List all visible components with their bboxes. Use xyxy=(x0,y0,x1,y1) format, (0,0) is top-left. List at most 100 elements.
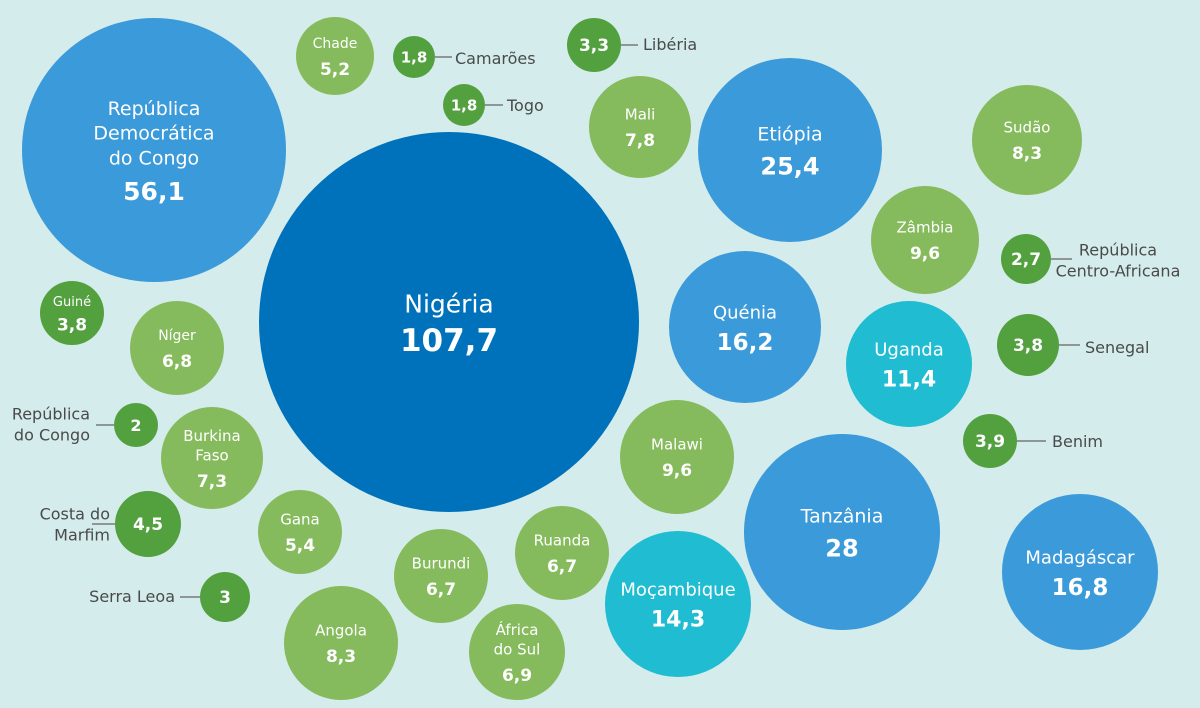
bubble-madagascar-value: 16,8 xyxy=(1052,575,1109,601)
bubble-republica-centro-africana-circle xyxy=(1001,234,1051,284)
bubble-zambia: ZâmbiaZâmbia9,6 xyxy=(871,186,979,294)
bubble-nigeria-value: 107,7 xyxy=(400,323,498,359)
bubble-togo-circle xyxy=(443,84,485,126)
bubble-burkina-faso: Burkina FasoBurkinaFaso7,3 xyxy=(161,407,263,509)
bubble-sudao-circle xyxy=(972,85,1082,195)
bubble-ruanda: RuandaRuanda6,7 xyxy=(515,506,609,600)
bubble-niger-value: 6,8 xyxy=(162,352,192,372)
bubble-chade-circle xyxy=(296,17,374,95)
bubble-republica-democratica-do-congo: República Democrática do CongoRepúblicaD… xyxy=(22,18,286,282)
bubble-tanzania: TanzâniaTanzânia28 xyxy=(744,434,940,630)
bubble-guine-value: 3,8 xyxy=(57,315,87,335)
bubble-chade-value: 5,2 xyxy=(320,60,350,80)
bubble-niger: NígerNíger6,8 xyxy=(130,301,224,395)
bubble-angola-label-lines: Angola xyxy=(315,622,367,640)
bubble-liberia-circle xyxy=(567,18,621,72)
bubble-uganda-label-lines: Uganda xyxy=(874,339,944,360)
bubble-camaroes-outside-label: Camarões xyxy=(455,49,536,68)
bubble-uganda: UgandaUganda11,4 xyxy=(846,301,972,427)
bubble-tanzania-label-lines: Tanzânia xyxy=(800,506,884,528)
bubble-liberia-outside-label: Libéria xyxy=(643,35,697,54)
bubble-nigeria-circle xyxy=(259,132,639,512)
bubble-costa-do-marfim-outside-label: Costa do Marfim xyxy=(40,505,110,545)
bubble-republica-do-congo-outside-label: República do Congo xyxy=(12,405,90,445)
bubble-chade-label-lines: Chade xyxy=(313,36,358,52)
bubble-madagascar-circle xyxy=(1002,494,1158,650)
bubble-quenia-value: 16,2 xyxy=(717,330,774,356)
bubble-burundi: BurundiBurundi6,7 xyxy=(394,529,488,623)
bubble-guine: GuinéGuiné3,8 xyxy=(40,281,104,345)
bubble-mocambique: MoçambiqueMoçambique14,3 xyxy=(605,531,751,677)
bubble-mali-label-lines: Mali xyxy=(625,106,655,124)
bubble-sudao: SudãoSudão8,3 xyxy=(972,85,1082,195)
bubble-africa-do-sul-circle xyxy=(469,604,565,700)
bubble-mocambique-value: 14,3 xyxy=(651,608,705,633)
bubble-etiopia-circle xyxy=(698,58,882,242)
bubble-republica-democratica-do-congo-label-lines: República Democrática do Congo xyxy=(93,98,214,169)
bubble-mali: MaliMali7,8 xyxy=(589,76,691,178)
bubble-madagascar-label-lines: Madagáscar xyxy=(1025,547,1135,568)
bubble-tanzania-value: 28 xyxy=(825,534,858,562)
bubble-benim-value: 3,9 xyxy=(975,432,1005,452)
bubble-camaroes-circle xyxy=(393,36,435,78)
bubble-costa-do-marfim-value: 4,5 xyxy=(133,515,163,535)
bubble-serra-leoa-value: 3 xyxy=(219,588,231,608)
bubble-liberia-value: 3,3 xyxy=(579,36,609,56)
bubble-burkina-faso-value: 7,3 xyxy=(197,472,227,492)
bubble-camaroes: 1,8CamarõesCamarões xyxy=(393,36,536,78)
bubble-benim-outside-label: Benim xyxy=(1052,432,1103,451)
bubble-togo-value: 1,8 xyxy=(451,96,478,114)
bubble-guine-label-lines: Guiné xyxy=(53,295,91,310)
bubble-camaroes-value: 1,8 xyxy=(401,48,428,66)
bubble-burkina-faso-circle xyxy=(161,407,263,509)
bubble-gana-circle xyxy=(258,490,342,574)
bubble-tanzania-circle xyxy=(744,434,940,630)
bubble-chade: ChadeChade5,2 xyxy=(296,17,374,95)
bubble-mali-value: 7,8 xyxy=(625,131,655,151)
bubble-madagascar: MadagáscarMadagáscar16,8 xyxy=(1002,494,1158,650)
bubble-niger-label-lines: Níger xyxy=(158,328,196,344)
bubble-angola-circle xyxy=(284,586,398,700)
bubble-malawi-circle xyxy=(620,400,734,514)
bubble-liberia: 3,3LibériaLibéria xyxy=(567,18,697,72)
bubble-uganda-circle xyxy=(846,301,972,427)
bubble-burundi-value: 6,7 xyxy=(426,580,456,600)
bubble-etiopia: EtiópiaEtiópia25,4 xyxy=(698,58,882,242)
bubble-zambia-label-lines: Zâmbia xyxy=(897,219,954,237)
bubble-ruanda-label-lines: Ruanda xyxy=(534,532,591,550)
bubble-africa-do-sul-value: 6,9 xyxy=(502,666,532,686)
bubble-ruanda-value: 6,7 xyxy=(547,557,577,577)
bubble-malawi: MalawiMalawi9,6 xyxy=(620,400,734,514)
bubble-guine-circle xyxy=(40,281,104,345)
bubble-malawi-label-lines: Malawi xyxy=(651,436,703,454)
bubble-sudao-label-lines: Sudão xyxy=(1004,119,1051,137)
bubble-burundi-circle xyxy=(394,529,488,623)
bubble-gana-value: 5,4 xyxy=(285,536,315,556)
bubble-nigeria: NigériaNigéria107,7 xyxy=(259,132,639,512)
bubble-gana-label-lines: Gana xyxy=(280,511,320,529)
bubble-zambia-value: 9,6 xyxy=(910,244,940,264)
bubble-senegal: 3,8SenegalSenegal xyxy=(997,314,1149,376)
bubble-nigeria-label-lines: Nigéria xyxy=(404,290,493,319)
bubble-burkina-faso-label-lines: Burkina Faso xyxy=(183,427,241,465)
bubble-quenia-label-lines: Quénia xyxy=(713,302,777,323)
bubble-zambia-circle xyxy=(871,186,979,294)
bubble-republica-centro-africana-outside-label: República Centro-Africana xyxy=(1056,241,1181,281)
bubble-republica-centro-africana-value: 2,7 xyxy=(1011,250,1041,270)
bubble-mocambique-label-lines: Moçambique xyxy=(620,579,735,600)
bubble-republica-democratica-do-congo-value: 56,1 xyxy=(123,177,185,206)
bubble-republica-do-congo-circle xyxy=(114,403,158,447)
bubble-malawi-value: 9,6 xyxy=(662,461,692,481)
bubble-mali-circle xyxy=(589,76,691,178)
bubble-burundi-label-lines: Burundi xyxy=(412,555,471,573)
bubble-mocambique-circle xyxy=(605,531,751,677)
bubble-republica-democratica-do-congo-circle xyxy=(22,18,286,282)
bubble-serra-leoa-circle xyxy=(200,572,250,622)
bubble-etiopia-label-lines: Etiópia xyxy=(757,124,822,146)
bubble-niger-circle xyxy=(130,301,224,395)
